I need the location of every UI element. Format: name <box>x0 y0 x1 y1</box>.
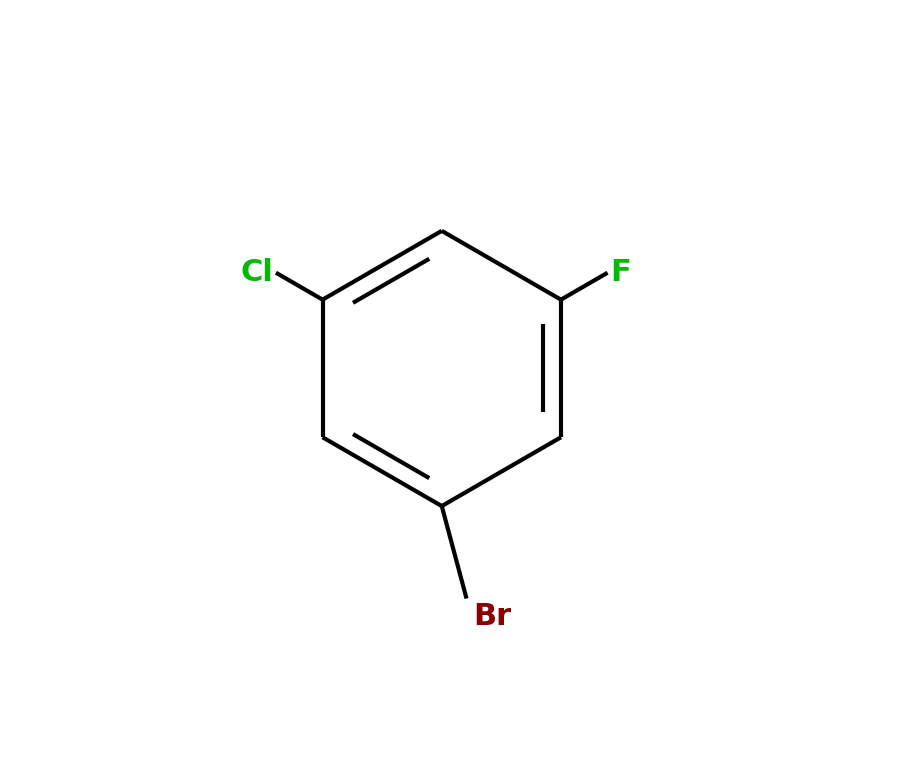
Text: Cl: Cl <box>240 258 273 287</box>
Text: F: F <box>611 258 631 287</box>
Text: Br: Br <box>474 601 512 630</box>
